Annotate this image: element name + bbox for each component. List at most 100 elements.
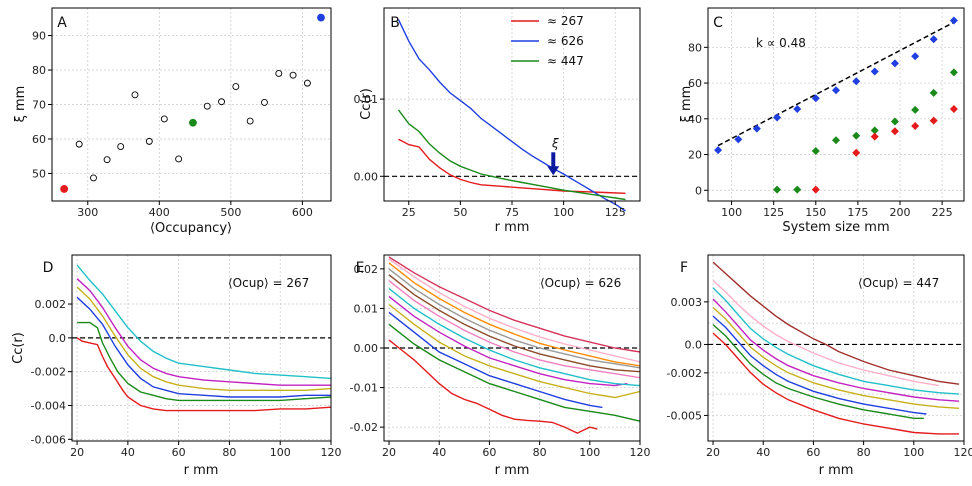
x-tick-label: 120 [630, 446, 651, 459]
data-point [793, 104, 802, 113]
y-tick-label: 0.00 [354, 342, 379, 355]
data-point [131, 91, 139, 99]
y-tick-label: 50 [32, 167, 46, 180]
y-tick-label: 80 [688, 41, 702, 54]
x-tick-label: 80 [857, 446, 871, 459]
series-line-6 [712, 287, 960, 395]
x-axis-label: r mm [819, 463, 854, 478]
data-point [246, 117, 254, 125]
panel-annotation: ⟨Ocup⟩ = 626 [540, 276, 621, 290]
data-point [261, 98, 268, 106]
xi-arrow-head [547, 166, 560, 176]
x-tick-label: 120 [954, 446, 972, 459]
x-tick-label: 125 [763, 206, 784, 219]
x-tick-label: 20 [70, 446, 84, 459]
x-tick-label: 60 [482, 446, 496, 459]
series-line-1 [712, 332, 959, 435]
x-tick-label: 40 [121, 446, 135, 459]
x-tick-label: 100 [903, 446, 924, 459]
x-tick-label: 40 [432, 446, 446, 459]
y-axis-label: ξ mm [679, 86, 694, 123]
data-point [911, 52, 920, 61]
data-point [75, 140, 83, 148]
x-tick-label: 600 [292, 206, 313, 219]
plot-frame [707, 254, 965, 442]
data-point [811, 94, 820, 103]
data-point [870, 132, 879, 141]
series-line-10 [388, 262, 641, 367]
series-line-6 [388, 288, 641, 387]
y-tick-label: 70 [32, 99, 46, 112]
data-point [852, 131, 861, 140]
series-line-1 [388, 339, 598, 434]
data-point [773, 113, 782, 122]
data-point [949, 104, 958, 113]
x-tick-label: 60 [806, 446, 820, 459]
data-point [175, 155, 183, 163]
data-point [949, 68, 958, 77]
series-line-3 [76, 296, 331, 398]
series-line-4 [76, 286, 332, 391]
y-tick-label: 0.0 [49, 332, 67, 345]
panel-annotation: k ∝ 0.48 [756, 36, 806, 50]
y-tick-label: -0.002 [31, 366, 66, 379]
x-tick-label: 500 [220, 206, 241, 219]
data-point [714, 146, 723, 155]
y-tick-label: -0.004 [31, 399, 66, 412]
data-point [890, 59, 899, 68]
data-point [117, 143, 125, 150]
panel-annotation: ⟨Ocup⟩ = 267 [228, 276, 309, 290]
x-tick-label: 400 [149, 206, 170, 219]
series-line-2 [712, 324, 924, 419]
x-axis-label: ⟨Occupancy⟩ [150, 221, 232, 236]
y-tick-label: 0.01 [354, 93, 379, 106]
y-tick-label: 0.01 [354, 302, 379, 315]
x-tick-label: 100 [270, 446, 291, 459]
x-axis-label: r mm [495, 463, 530, 478]
series-line-8 [388, 274, 641, 373]
y-tick-label: 0.02 [354, 263, 379, 276]
series-line-5 [76, 278, 331, 386]
data-point [218, 98, 225, 106]
series-line-5 [712, 298, 960, 402]
data-point [929, 88, 938, 97]
x-axis-label: r mm [495, 220, 530, 235]
data-point [949, 16, 958, 25]
series-line-2 [397, 19, 626, 212]
y-tick-label: 20 [688, 149, 702, 162]
x-tick-label: 80 [222, 446, 236, 459]
data-point [852, 77, 861, 86]
y-tick-label: -0.01 [350, 382, 378, 395]
data-point [317, 13, 325, 22]
y-tick-label: -0.002 [667, 367, 702, 380]
series-line-5 [388, 296, 628, 387]
legend-label: ≈ 267 [547, 14, 584, 28]
legend-label: ≈ 626 [547, 34, 584, 48]
y-tick-label: 0.0 [685, 338, 703, 351]
series-line-2 [77, 321, 332, 402]
x-tick-label: 300 [77, 206, 98, 219]
panel-label: E [356, 260, 365, 276]
x-tick-label: 120 [321, 446, 342, 459]
legend-label: ≈ 447 [547, 54, 584, 68]
data-point [911, 121, 920, 130]
plot-frame [71, 254, 332, 442]
panel-label: C [713, 15, 723, 31]
panel-annotation: ⟨Ocup⟩ = 447 [858, 276, 939, 290]
x-tick-label: 40 [756, 446, 770, 459]
panel-a: 300 400 500 600 50 60 70 80 90 ⟨Occupancy⟩ ξ mm A [13, 7, 332, 236]
fit-line [717, 21, 955, 147]
y-tick-label: 0 [695, 184, 702, 197]
data-point [734, 135, 743, 144]
series-line-12 [388, 256, 641, 353]
data-point [90, 174, 97, 182]
data-point [852, 148, 861, 157]
data-point [752, 124, 761, 133]
x-tick-label: 175 [847, 206, 868, 219]
panel-f: 20 40 60 80 100 120 -0.005 -0.002 0.0 0.003 r mm F ⟨… [667, 254, 972, 478]
data-point [303, 79, 311, 87]
panel-label: F [680, 260, 688, 276]
x-tick-label: 20 [706, 446, 720, 459]
x-tick-label: 100 [579, 446, 600, 459]
x-tick-label: 80 [533, 446, 547, 459]
